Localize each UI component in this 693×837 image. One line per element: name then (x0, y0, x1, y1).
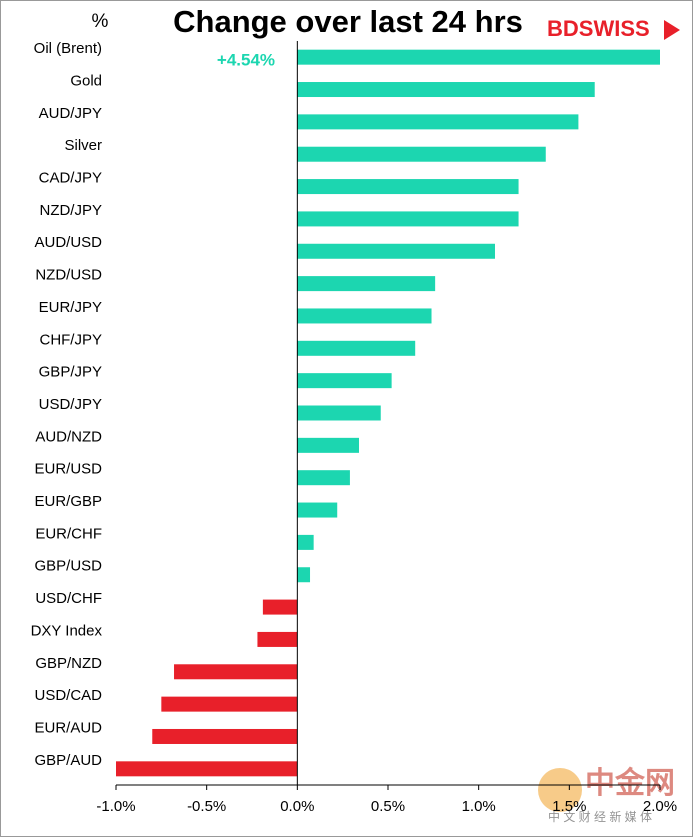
y-tick-label: GBP/AUD (34, 752, 102, 769)
bar-group (297, 146, 546, 162)
bar-group (297, 211, 519, 227)
bar-group (297, 308, 432, 324)
bar (152, 728, 298, 744)
bar (297, 82, 595, 98)
y-tick-label: AUD/JPY (39, 105, 102, 122)
bar-group (297, 534, 314, 550)
logo: BDSWISS (547, 16, 650, 41)
y-tick-label: GBP/JPY (39, 364, 102, 381)
bar-group (297, 405, 381, 421)
watermark-icon (538, 768, 582, 812)
bar-group (297, 502, 338, 518)
y-tick-label: EUR/JPY (39, 299, 102, 316)
x-tick-label: -0.5% (187, 798, 226, 815)
bar-group (297, 373, 392, 389)
chart-title: Change over last 24 hrs (173, 4, 523, 39)
bar (297, 49, 660, 65)
y-tick-label: USD/CHF (35, 590, 102, 607)
bar (297, 243, 495, 259)
bar (297, 308, 432, 324)
y-tick-label: AUD/USD (34, 234, 102, 251)
y-tick-label: GBP/NZD (35, 655, 102, 672)
bar-group (297, 567, 311, 583)
y-tick-label: NZD/JPY (39, 202, 102, 219)
y-tick-label: USD/JPY (39, 396, 102, 413)
x-tick-label: 1.0% (462, 798, 496, 815)
bar (116, 761, 298, 777)
bar-group (297, 179, 519, 195)
y-tick-label: EUR/AUD (34, 719, 102, 736)
bar-group (297, 340, 416, 356)
bar-group (152, 728, 298, 744)
bar (297, 146, 546, 162)
x-tick-label: 2.0% (643, 798, 677, 815)
bar (297, 114, 579, 130)
bar-group (116, 761, 298, 777)
y-tick-label: Oil (Brent) (34, 40, 102, 57)
bar-group (297, 243, 495, 259)
watermark: 中金网 (585, 766, 675, 800)
bar (161, 696, 298, 712)
y-tick-label: EUR/USD (34, 461, 102, 478)
bar (297, 276, 436, 292)
bar-group (297, 114, 579, 130)
y-tick-label: Gold (70, 72, 102, 89)
bar (297, 534, 314, 550)
bar-group (297, 276, 436, 292)
y-tick-label: NZD/USD (35, 267, 102, 284)
bar-group (297, 437, 359, 453)
bar (257, 631, 298, 647)
bar-group (257, 631, 298, 647)
bar-group (297, 470, 350, 486)
bar (297, 437, 359, 453)
y-tick-label: USD/CAD (34, 687, 102, 704)
x-tick-label: 1.5% (552, 798, 586, 815)
bar-group (174, 664, 298, 680)
bar (174, 664, 298, 680)
value-label: +4.54% (217, 51, 275, 70)
bar (297, 470, 350, 486)
bar-group (161, 696, 298, 712)
bar (262, 599, 298, 615)
y-tick-label: EUR/CHF (35, 525, 102, 542)
bar (297, 502, 338, 518)
y-tick-label: DXY Index (31, 622, 103, 639)
bar (297, 211, 519, 227)
logo-icon (664, 20, 680, 40)
bar (297, 373, 392, 389)
unit-label: % (92, 11, 109, 32)
y-tick-label: AUD/NZD (35, 428, 102, 445)
y-tick-label: CAD/JPY (39, 170, 102, 187)
bar (297, 405, 381, 421)
y-tick-label: EUR/GBP (34, 493, 102, 510)
bar-group (262, 599, 298, 615)
bar (297, 340, 416, 356)
bar (297, 567, 311, 583)
x-tick-label: 0.5% (371, 798, 405, 815)
y-tick-label: Silver (64, 137, 102, 154)
bar-group (297, 49, 660, 65)
y-tick-label: GBP/USD (34, 558, 102, 575)
x-tick-label: 0.0% (280, 798, 314, 815)
bar-group (297, 82, 595, 98)
bar (297, 179, 519, 195)
x-tick-label: -1.0% (96, 798, 135, 815)
watermark-sub: 中 文 财 经 新 媒 体 (548, 809, 652, 824)
y-tick-label: CHF/JPY (39, 331, 102, 348)
